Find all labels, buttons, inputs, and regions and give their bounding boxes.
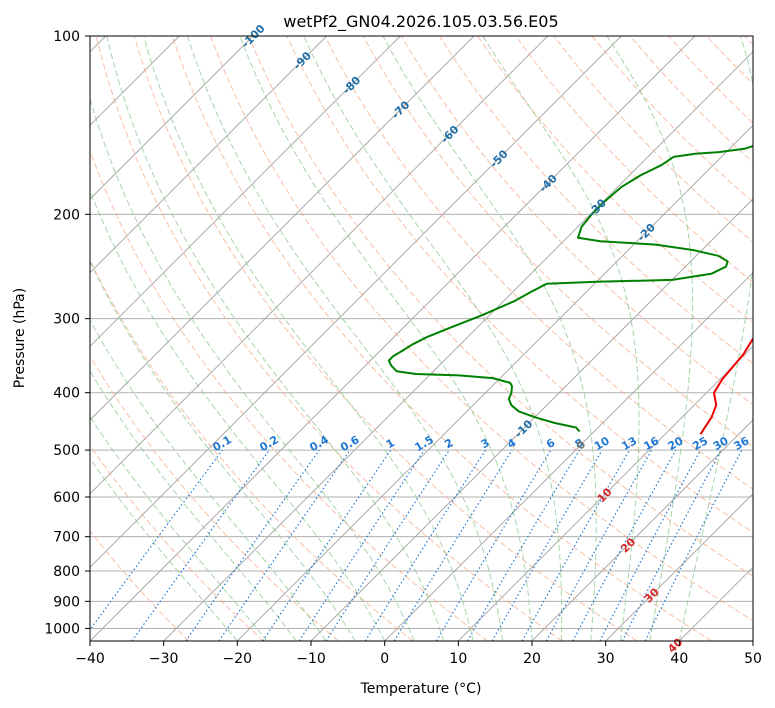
isotherm--60 [90,36,549,495]
mixing-ratio-line-2 [325,449,450,641]
mixing-ratio-line-20 [572,449,677,641]
isotherm-30 [605,492,753,641]
sounding-profiles [387,144,753,435]
dry-adiabat--20 [90,444,264,641]
isotherm--40 [90,36,696,641]
moist-adiabat-16 [187,36,503,641]
dry-adiabat-10 [90,149,488,641]
moist-adiabat-8 [106,36,445,641]
y-tick-label: 1000 [44,621,80,637]
mixing-ratio-line-0.6 [218,449,351,641]
y-tick-label: 600 [53,490,80,506]
moist-adiabat-24 [303,36,563,641]
x-tick-label: 10 [449,651,467,667]
y-tick-label: 900 [53,594,80,610]
chart-title: wetPf2_GN04.2026.105.03.56.E05 [283,12,558,32]
temperature-profile [699,336,753,435]
dry-adiabat-70 [286,36,753,533]
isotherm--90 [90,36,328,274]
x-tick-label: 30 [597,651,615,667]
dry-adiabat-0 [90,258,414,641]
dry-adiabat-130 [515,36,753,283]
moist-adiabat-12 [143,36,474,641]
y-tick-label: 300 [53,312,80,328]
mixing-ratio-line-1.5 [298,449,425,641]
mixing-ratio-line-0.2 [131,449,270,641]
mixing-ratio-line-4 [393,449,513,641]
y-axis-label: Pressure (hPa) [12,288,28,388]
x-tick-label: 40 [670,651,688,667]
y-tick-label: 800 [53,564,80,580]
isotherm--100 [90,36,254,200]
isotherm--80 [90,36,401,348]
dry-adiabat--30 [90,530,190,641]
dewpoint-profile [387,144,753,433]
dry-adiabat-30 [133,36,638,641]
y-tick-label: 200 [53,207,80,223]
mixing-ratio-line-36 [644,449,743,641]
moist-adiabat--20 [90,457,238,641]
moist-adiabat-0 [90,189,386,641]
moist-adiabat-36 [606,36,694,641]
isotherm--20 [236,124,753,641]
dry-adiabat-50 [210,36,753,622]
moist-adiabat--4 [90,260,356,641]
x-tick-label: −20 [223,651,253,667]
dry-adiabat-60 [248,36,753,577]
moist-adiabat-40 [678,36,753,641]
y-tick-label: 100 [53,29,80,45]
moist-adiabat--16 [90,415,268,641]
mixing-ratio-line-13 [521,449,631,641]
x-axis-label: Temperature (°C) [360,681,482,697]
dry-adiabat-100 [400,36,753,406]
mixing-ratio-line-0.4 [185,449,320,641]
x-tick-label: −30 [149,651,179,667]
y-tick-label: 500 [53,443,80,459]
dry-adiabat--10 [90,355,339,641]
dry-adiabat-20 [95,36,563,641]
mixing-ratio-line-16 [545,449,653,641]
background-lines [90,36,753,641]
isotherm-10 [457,345,753,641]
x-tick-label: −10 [296,651,326,667]
isotherm--30 [163,50,753,641]
axes: −40 −30 −20 −10 0 10 20 30 40 50 1000 900 800 700 600 5… [44,29,762,667]
y-tick-label: 400 [53,386,80,402]
moist-adiabat-4 [90,96,415,641]
plot-frame [89,35,754,642]
y-tick-label: 700 [53,530,80,546]
x-tick-label: 0 [380,651,389,667]
x-tick-label: −40 [75,651,105,667]
x-tick-label: 50 [744,651,762,667]
isotherm--70 [90,36,475,421]
moist-adiabat-20 [239,36,533,641]
isotherm--50 [90,36,622,569]
moist-adiabat-28 [382,36,597,641]
isotherm-0 [384,271,753,641]
mixing-ratio-line-1 [262,449,392,641]
moist-adiabat--12 [90,369,297,641]
mixing-ratio-line-0.1 [90,449,223,631]
dry-adiabat-40 [171,36,712,641]
plot-background [90,36,753,641]
x-tick-label: 20 [523,651,541,667]
isotherm-20 [531,419,753,641]
